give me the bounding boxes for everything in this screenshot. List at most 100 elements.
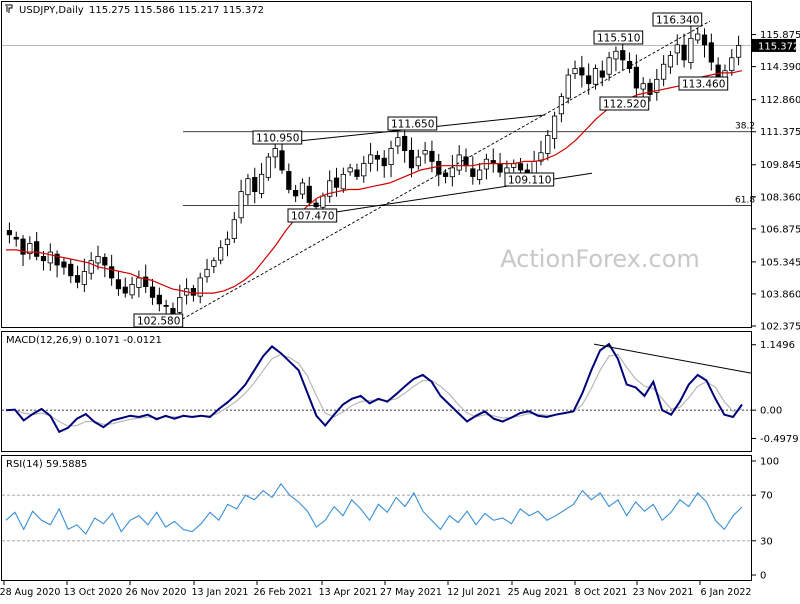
candle-body: [156, 294, 162, 305]
x-tick-label: 27 May 2021: [380, 587, 442, 598]
candle-body: [149, 286, 156, 298]
candle-body: [129, 284, 135, 296]
annotation-label: 113.460: [682, 79, 725, 91]
candle-body: [340, 173, 346, 190]
candle-body: [327, 180, 333, 197]
x-tick-label: 8 Oct 2021: [575, 587, 628, 598]
candle-body: [613, 50, 619, 60]
annotation-label: 109.110: [508, 175, 551, 187]
annotation-box: [287, 208, 338, 223]
candle-body: [354, 169, 360, 177]
candle-body: [551, 115, 558, 139]
candle-body: [592, 68, 599, 85]
x-tick-label: 13 Oct 2020: [64, 587, 123, 598]
price-y-tick-label: 102.375: [760, 322, 800, 333]
candle-body: [272, 148, 278, 158]
candle-body: [88, 260, 94, 274]
candle-body: [661, 63, 667, 80]
macd-panel-frame: [1, 331, 752, 452]
candle-body: [74, 275, 81, 283]
candle-body: [667, 55, 674, 68]
candle-body: [708, 42, 714, 63]
candle-body: [68, 263, 74, 277]
price-panel-frame: [1, 1, 752, 328]
candle-body: [654, 78, 660, 93]
dashed-support-trendline: [177, 20, 711, 322]
rsi-panel-frame: [1, 455, 752, 581]
annotation-label: 102.580: [137, 316, 180, 328]
candle-body: [81, 271, 87, 285]
rsi-y-tick-label: 100: [760, 457, 779, 468]
annotation-box: [652, 12, 703, 27]
price-y-tick-label: 115.875: [760, 30, 800, 41]
candle-body: [415, 156, 421, 167]
candle-body: [579, 67, 585, 76]
macd-layer: [2, 342, 752, 434]
price-title: [3, 3, 17, 15]
candle-body: [245, 178, 251, 196]
candle-body: [620, 50, 626, 61]
candle-body: [565, 74, 571, 99]
candle-body: [177, 296, 183, 313]
x-tick-label: 13 Apr 2021: [319, 587, 378, 598]
candle-body: [395, 137, 401, 147]
price-layer: 38.2 61.8 102.580 110.950 107.470 111.650 109.…: [2, 12, 755, 328]
candle-body: [299, 182, 306, 195]
price-y-tick-label: 103.860: [760, 289, 800, 300]
candle-body: [238, 191, 244, 219]
candle-body: [224, 238, 231, 245]
annotation-label: 115.510: [597, 33, 640, 45]
macd-trendline: [593, 343, 752, 374]
candle-body: [367, 154, 374, 164]
candle-body: [470, 168, 476, 177]
candle-body: [633, 66, 639, 89]
candle-body: [640, 83, 646, 90]
candle-body: [163, 305, 169, 307]
annotation-box: [133, 313, 184, 328]
candle-body: [681, 44, 687, 61]
candle-body: [408, 149, 415, 169]
candle-body: [436, 160, 442, 175]
x-tick-label: 25 Aug 2021: [508, 587, 569, 598]
candle-body: [456, 154, 462, 171]
x-tick-label: 23 Nov 2021: [633, 587, 694, 598]
annotation-label: 112.520: [603, 99, 646, 111]
candle-body: [109, 266, 115, 279]
fib-level-label: 38.2: [735, 122, 755, 132]
macd-panel-title: MACD(12,26,9) 0.1071 -0.0121: [6, 335, 162, 346]
candle-body: [252, 176, 258, 193]
candle-body: [54, 253, 60, 266]
candle-body: [545, 135, 551, 154]
price-y-tick-label: 108.360: [760, 192, 800, 203]
candle-body: [95, 255, 101, 264]
candle-body: [477, 169, 483, 180]
candle-body: [34, 241, 40, 257]
annotation-box: [599, 96, 650, 111]
annotation-box: [387, 116, 438, 131]
candle-body: [497, 163, 503, 173]
candle-body: [61, 261, 67, 268]
price-y-tick-label: 109.845: [760, 160, 800, 171]
candle-body: [115, 279, 122, 290]
current-price-label: 115.372: [758, 41, 799, 52]
candle-body: [40, 255, 47, 262]
candle-body: [231, 219, 237, 239]
candle-body: [422, 150, 428, 155]
x-tick-label: 13 Jan 2021: [192, 587, 249, 598]
candle-body: [449, 167, 455, 178]
candle-body: [688, 37, 694, 64]
candle-body: [381, 157, 387, 167]
candle-body: [701, 34, 708, 46]
candle-body: [517, 163, 524, 171]
candle-body: [374, 155, 381, 160]
candle-body: [442, 172, 449, 177]
candle-body: [599, 70, 605, 78]
macd-y-tick-label: 0.00: [760, 406, 782, 417]
candle-body: [333, 177, 340, 188]
candle-body: [218, 247, 224, 261]
candle-body: [265, 156, 271, 178]
macd-y-tick-label: -0.4979: [760, 434, 799, 445]
annotation-box: [252, 130, 303, 145]
annotation-box: [678, 76, 729, 91]
annotation-box: [504, 172, 555, 187]
